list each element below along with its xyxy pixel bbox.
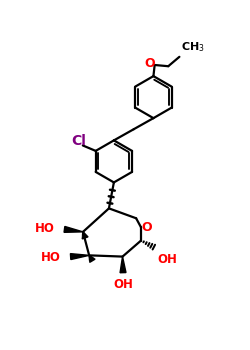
Text: O: O <box>145 56 155 70</box>
Text: HO: HO <box>35 222 55 235</box>
Text: HO: HO <box>41 251 61 264</box>
Text: OH: OH <box>113 278 133 290</box>
Text: O: O <box>141 221 152 234</box>
Polygon shape <box>70 254 89 260</box>
Text: OH: OH <box>158 253 178 266</box>
Text: CH$_3$: CH$_3$ <box>181 40 205 54</box>
Polygon shape <box>64 226 83 232</box>
Polygon shape <box>120 257 126 273</box>
Text: Cl: Cl <box>71 134 86 148</box>
